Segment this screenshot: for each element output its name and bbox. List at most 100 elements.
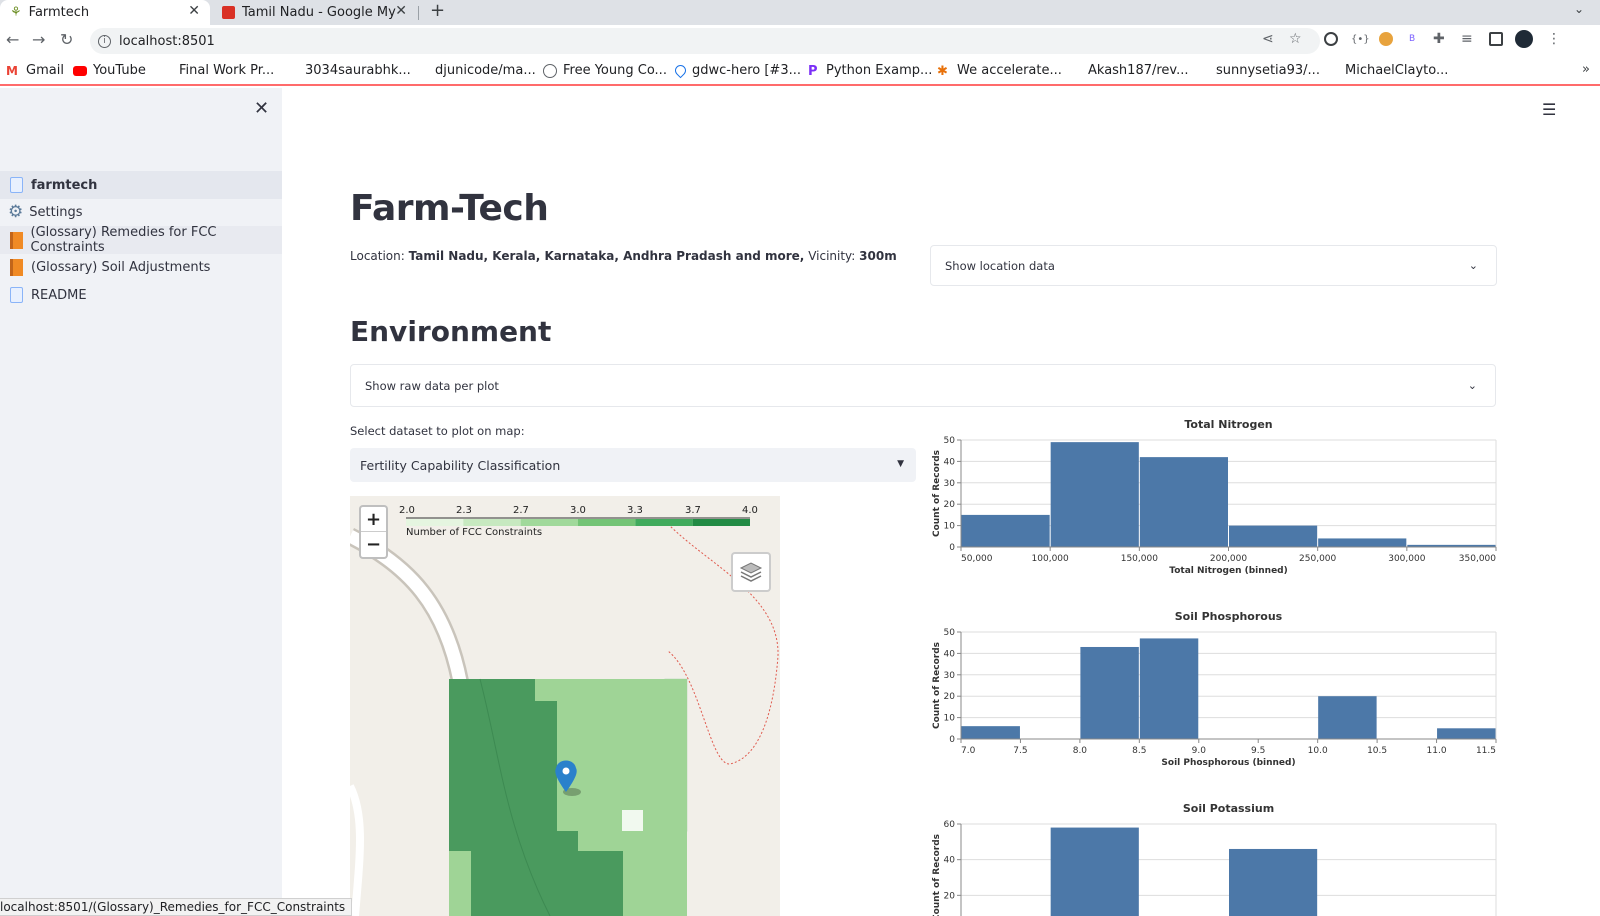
tab-search-chevron-icon[interactable]: ⌄ (1573, 2, 1584, 16)
bookmark-final-work[interactable]: Final Work Pr... (179, 63, 274, 78)
zoom-in-button[interactable]: + (361, 507, 386, 532)
sidebar-item-readme[interactable]: README (0, 281, 282, 309)
bookmark-star-icon[interactable]: ☆ (1289, 31, 1302, 47)
bookmark-michaelclayto[interactable]: MichaelClayto... (1345, 63, 1448, 78)
bookmark-youtube[interactable]: YouTube (73, 63, 146, 78)
main-menu-icon[interactable]: ☰ (1542, 100, 1557, 119)
site-info-icon[interactable]: i (98, 34, 111, 48)
histogram-bar[interactable] (1229, 848, 1318, 916)
tab-farmtech[interactable]: ⚘ Farmtech ✕ (0, 0, 210, 25)
x-tick-label: 7.0 (961, 746, 976, 756)
document-icon (10, 287, 23, 303)
bookmark-python-examp[interactable]: P Python Examp... (808, 63, 933, 79)
bookmark-we-accelerate[interactable]: ✱ We accelerate... (937, 63, 1062, 79)
histogram-bar[interactable] (1139, 638, 1199, 739)
b-extension-icon[interactable]: B (1409, 34, 1416, 44)
histogram-bar[interactable] (1139, 457, 1228, 547)
show-raw-data-expander[interactable]: Show raw data per plot ⌄ (350, 364, 1496, 407)
caret-down-icon: ▼ (897, 459, 904, 469)
y-axis-title: Count of Records (932, 450, 942, 537)
y-tick-label: 60 (944, 820, 956, 830)
extensions-puzzle-icon[interactable]: ✚ (1433, 31, 1445, 47)
x-axis-title: Total Nitrogen (binned) (1169, 566, 1287, 576)
chart-title: Soil Phosphorous (1175, 610, 1283, 623)
tab-google-my-maps[interactable]: Tamil Nadu - Google My Maps ✕ (212, 0, 417, 25)
share-icon[interactable]: ⋖ (1262, 31, 1274, 47)
histogram-bar[interactable] (1050, 827, 1139, 916)
show-location-data-expander[interactable]: Show location data ⌄ (930, 245, 1497, 286)
reload-icon[interactable]: ↻ (60, 30, 74, 49)
expander-label: Show location data (945, 258, 1055, 273)
x-tick-label: 250,000 (1299, 554, 1336, 564)
address-bar[interactable]: i localhost:8501 (90, 28, 1320, 54)
sidebar-item-settings[interactable]: ⚙ Settings (0, 198, 282, 226)
sidebar-item-remedies-glossary[interactable]: (Glossary) Remedies for FCC Constraints (0, 225, 282, 255)
bookmark-akash187[interactable]: Akash187/rev... (1088, 63, 1189, 78)
layers-icon[interactable] (731, 552, 771, 592)
bookmark-3034saurabhk[interactable]: 3034saurabhk... (305, 63, 411, 78)
more-bookmarks-icon[interactable]: » (1582, 62, 1590, 77)
json-extension-icon[interactable]: {•} (1351, 34, 1370, 45)
map-cell-dark[interactable] (449, 679, 623, 916)
profile-avatar[interactable] (1515, 30, 1533, 48)
chevron-down-icon: ⌄ (1467, 378, 1477, 392)
fcc-map[interactable] (350, 496, 780, 916)
tab-close-icon[interactable]: ✕ (188, 3, 200, 19)
sidebar-item-farmtech[interactable]: farmtech (0, 171, 282, 199)
y-tick-label: 10 (944, 522, 956, 532)
dataset-select[interactable]: Fertility Capability Classification ▼ (350, 448, 916, 482)
map-cell-light-small[interactable] (449, 851, 471, 916)
tab-title: Farmtech (28, 5, 90, 20)
histogram-bar[interactable] (1437, 728, 1496, 739)
x-tick-label: 150,000 (1121, 554, 1158, 564)
vicinity-value: 300m (859, 249, 897, 263)
side-panel-icon[interactable] (1489, 32, 1503, 46)
back-arrow-icon[interactable]: ← (6, 30, 20, 49)
tab-close-icon[interactable]: ✕ (395, 3, 407, 19)
bookmark-gmail[interactable]: M Gmail (6, 63, 64, 78)
zoom-out-button[interactable]: − (365, 534, 382, 555)
bookmark-label: 3034saurabhk... (305, 63, 411, 78)
location-value: Tamil Nadu, Kerala, Karnataka, Andhra Pr… (408, 249, 805, 263)
x-tick-label: 11.5 (1476, 746, 1496, 756)
bookmark-label: djunicode/ma... (435, 63, 536, 78)
bookmark-gdwc-hero[interactable]: gdwc-hero [#3... (672, 62, 801, 79)
browser-menu-icon[interactable]: ⋮ (1547, 31, 1561, 47)
histogram-bar[interactable] (961, 726, 1020, 739)
bookmark-label: Python Examp... (826, 63, 933, 78)
histogram-bar[interactable] (961, 514, 1050, 547)
map-canvas (350, 523, 779, 916)
new-tab-icon[interactable]: + (430, 0, 446, 21)
histogram-bar[interactable] (1318, 538, 1407, 547)
map-marker-icon[interactable] (555, 760, 581, 797)
bookmark-label: YouTube (93, 63, 146, 78)
reading-list-icon[interactable]: ≡ (1461, 31, 1473, 47)
histogram-bar[interactable] (1318, 696, 1377, 739)
honey-extension-icon[interactable] (1379, 32, 1393, 46)
y-axis-title: Count of Records (932, 834, 942, 916)
chart-title: Total Nitrogen (1184, 418, 1272, 431)
bookmark-free-young[interactable]: Free Young Co... (543, 63, 667, 78)
y-tick-label: 10 (944, 714, 956, 724)
sidebar-item-soil-adjustments-glossary[interactable]: (Glossary) Soil Adjustments (0, 253, 282, 281)
bookmark-sunnysetia93[interactable]: sunnysetia93/... (1216, 63, 1320, 78)
record-extension-icon[interactable] (1324, 32, 1338, 46)
histogram-bar[interactable] (1080, 646, 1139, 739)
sidebar-close-icon[interactable]: ✕ (254, 98, 270, 119)
histogram-bar[interactable] (1050, 442, 1139, 547)
page-title: Farm-Tech (350, 188, 549, 229)
histogram-bar[interactable] (1407, 544, 1496, 547)
histogram-bar[interactable] (1229, 525, 1318, 547)
bookmark-label: sunnysetia93/... (1216, 63, 1320, 78)
map-road-small (350, 784, 364, 916)
bookmark-djunicode[interactable]: djunicode/ma... (435, 63, 536, 78)
forward-arrow-icon[interactable]: → (32, 30, 46, 49)
browser-toolbar: ← → ↻ i localhost:8501 ⋖ ☆ {•} B ✚ ≡ ⋮ (0, 25, 1600, 57)
y-tick-label: 0 (949, 543, 955, 553)
bookmark-label: gdwc-hero [#3... (692, 63, 801, 78)
sidebar: ✕ farmtech ⚙ Settings (Glossary) Remedie… (0, 88, 282, 916)
chart-title: Soil Potassium (1183, 802, 1274, 815)
legend-caption: Number of FCC Constraints (406, 527, 543, 538)
dataset-select-value: Fertility Capability Classification (360, 457, 561, 473)
